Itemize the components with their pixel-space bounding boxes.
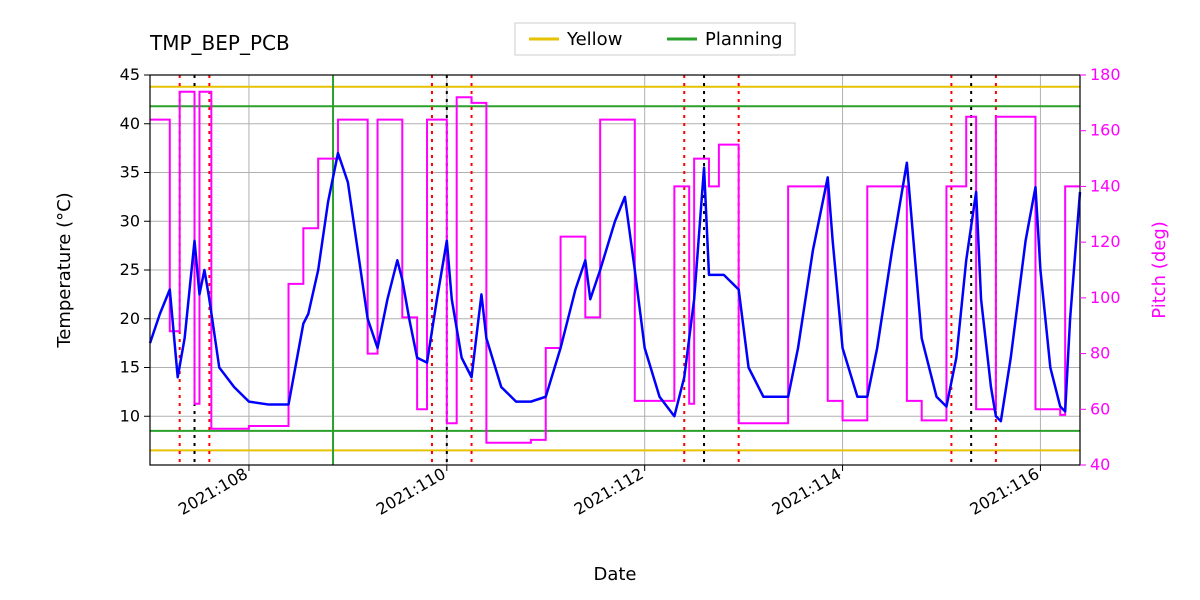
ytick-left-label: 15	[120, 358, 140, 377]
ytick-left-label: 40	[120, 114, 140, 133]
legend-label: Planning	[705, 29, 783, 50]
ytick-left-label: 45	[120, 65, 140, 84]
ytick-left-label: 30	[120, 211, 140, 230]
ytick-right-label: 40	[1090, 455, 1110, 474]
ytick-left-label: 25	[120, 260, 140, 279]
ytick-right-label: 140	[1090, 176, 1121, 195]
chart-container: 2021:1082021:1102021:1122021:1142021:116…	[0, 0, 1200, 600]
ytick-right-label: 160	[1090, 121, 1121, 140]
chart-title: TMP_BEP_PCB	[149, 31, 290, 55]
ytick-right-label: 60	[1090, 399, 1110, 418]
xlabel: Date	[593, 564, 636, 585]
ytick-right-label: 80	[1090, 344, 1110, 363]
ytick-left-label: 10	[120, 406, 140, 425]
ytick-right-label: 120	[1090, 232, 1121, 251]
ylabel-right: Pitch (deg)	[1149, 221, 1170, 319]
ytick-right-label: 100	[1090, 288, 1121, 307]
legend-label: Yellow	[566, 29, 622, 50]
ylabel-left: Temperature (°C)	[54, 192, 75, 348]
ytick-left-label: 35	[120, 163, 140, 182]
chart-svg: 2021:1082021:1102021:1122021:1142021:116…	[0, 0, 1200, 600]
ytick-left-label: 20	[120, 309, 140, 328]
ytick-right-label: 180	[1090, 65, 1121, 84]
